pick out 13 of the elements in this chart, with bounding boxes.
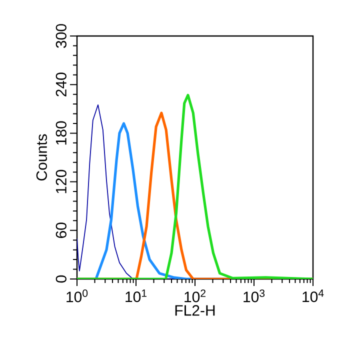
x-tick-label: 10$^{2}$ [184,290,206,302]
x-tick-label: 10$^{1}$ [126,290,146,302]
x-tick-label: 10$^{0}$ [66,290,88,302]
y-tick-label: 240 [56,72,66,96]
y-tick-label: 60 [56,222,66,238]
x-tick-label: 10$^{4}$ [302,290,324,302]
y-tick-label: 180 [56,121,66,145]
x-axis-title: FL2-H [175,305,215,316]
y-tick-label: 0 [56,275,66,283]
y-tick-label: 300 [56,24,66,48]
y-tick-label: 120 [56,170,66,194]
y-axis-title: Counts [36,134,47,180]
x-tick-label: 10$^{3}$ [244,290,265,302]
